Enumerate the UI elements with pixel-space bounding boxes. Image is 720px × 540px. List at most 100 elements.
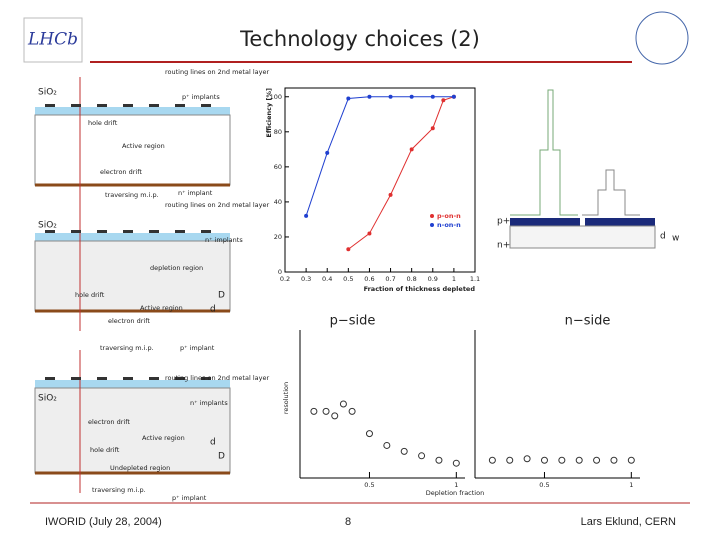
diagram-label: traversing m.i.p. [100,344,154,352]
point [304,213,309,218]
point [346,96,351,101]
logo: LHCb [27,30,78,50]
diagram-label: n⁺ implant [178,189,213,197]
x-tick-label: 0.6 [364,275,374,283]
point [400,447,408,455]
sketch-label: n+ [497,241,510,251]
x-tick-label: 0.7 [385,275,395,283]
x-axis-label: Fraction of thickness depleted [364,285,476,293]
implant [175,104,185,107]
x-tick-label: 0.8 [406,275,416,283]
diagram-label: Undepleted region [110,464,170,472]
diagram-label: traversing m.i.p. [92,486,146,494]
implant [149,377,159,380]
point [452,459,460,467]
diagram-label: p⁺ implant [172,494,207,502]
diagram-label: d [210,305,216,315]
point [409,147,414,152]
x-tick-label: 0.4 [322,275,332,283]
diagram-label: routing lines on 2nd metal layer [165,68,269,76]
diagram-label: electron drift [100,168,142,176]
implant [97,230,107,233]
point [409,94,414,99]
strip [510,218,580,226]
diagram-label: Active region [140,304,183,312]
x-tick-label: 0.5 [343,275,353,283]
point [388,192,393,197]
logo-box [23,17,83,63]
diagram-label: hole drift [75,291,105,299]
point [451,94,456,99]
bulk [34,240,231,312]
diagram-label: traversing m.i.p. [105,191,159,199]
diagram-label: SiO₂ [38,394,57,404]
diagram-label: D [218,291,225,301]
point [610,456,618,464]
x-tick-label: 0.5 [539,481,549,489]
panel-title: p−side [330,314,376,329]
panel-title: n−side [565,314,611,329]
implant [201,377,211,380]
implant [175,230,185,233]
diagram-label: routing lines on 2nd metal layer [165,201,269,209]
implant [71,377,81,380]
implant [201,230,211,233]
y-axis-label: Efficiency [%] [265,88,273,138]
strip [585,218,655,226]
point [506,456,514,464]
y-tick-label: 40 [274,198,282,206]
histogram [510,89,578,216]
diagram-label: SiO₂ [38,88,57,98]
x-axis-label: Depletion fraction [426,489,484,497]
sketch-label: d [660,232,666,242]
point [575,456,583,464]
diagram-label: Active region [122,142,165,150]
diagram-label: n⁺ implants [190,399,228,407]
diagram-label: Active region [142,434,185,442]
y-tick-label: 100 [270,93,282,101]
point [367,231,372,236]
diagram-label: n⁺ implants [205,236,243,244]
oxide-layer [35,233,230,241]
series-line [305,96,454,217]
implant [123,230,133,233]
slide-title: Technology choices (2) [239,27,480,51]
diagram-label: d [210,438,216,448]
point [558,456,566,464]
implant [201,104,211,107]
bulk [509,225,656,249]
y-tick-label: 0 [278,268,282,276]
y-tick-label: 20 [274,233,282,241]
point [523,455,531,463]
point [365,430,373,438]
y-tick-label: 60 [274,163,282,171]
implant [123,104,133,107]
implant [97,377,107,380]
point [331,412,339,420]
y-axis-label: resolution [282,382,290,414]
diagram-label: D [218,452,225,462]
legend-label: p-on-n [437,212,461,220]
diagram-label: electron drift [88,418,130,426]
legend-marker [430,214,434,218]
implant [149,104,159,107]
page-number: 8 [345,516,351,528]
point [322,407,330,415]
diagram-label: hole drift [88,119,118,127]
point [627,456,635,464]
oxide-layer [35,107,230,115]
histogram [582,169,640,216]
point [435,456,443,464]
implant [97,104,107,107]
point [540,456,548,464]
point [593,456,601,464]
point [339,400,347,408]
bulk [34,114,231,186]
implant [71,104,81,107]
implant [149,230,159,233]
x-tick-label: 0.5 [364,481,374,489]
point [348,407,356,415]
point [441,98,446,103]
legend-marker [430,223,434,227]
